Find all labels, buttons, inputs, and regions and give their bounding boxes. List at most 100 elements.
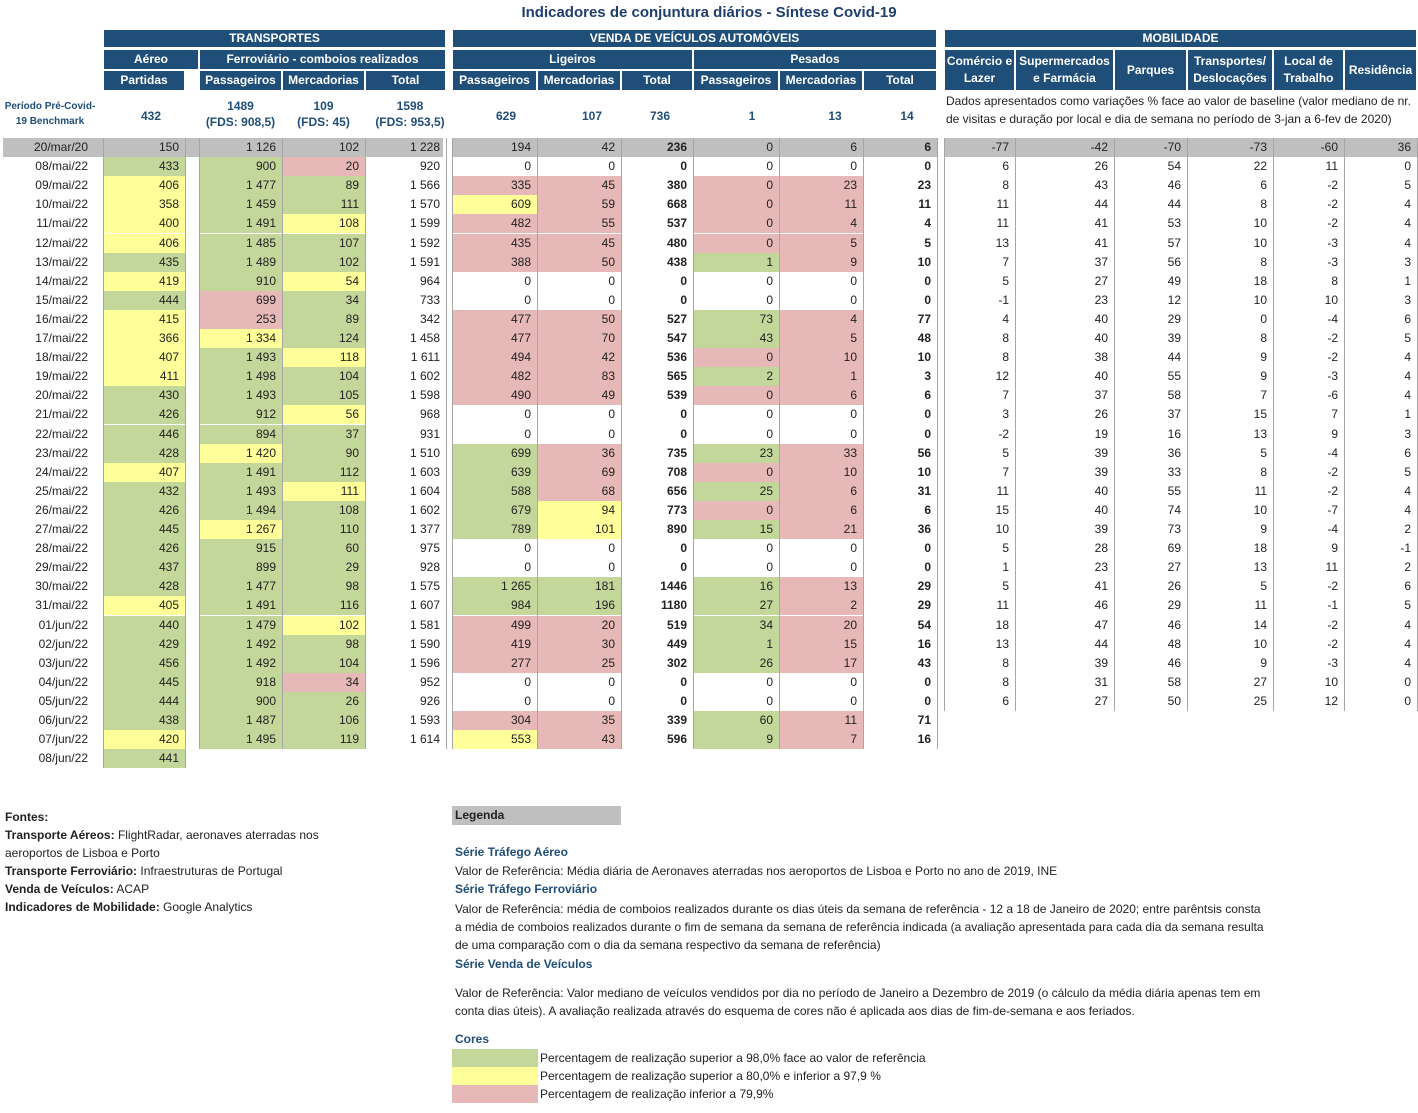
table-cell: 4 (924, 216, 931, 230)
table-cell: 699 (452, 444, 537, 463)
table-cell: 975 (419, 541, 440, 555)
legend-pink-text: Percentagem de realização inferior a 79,… (540, 1087, 774, 1101)
column-separator (1015, 138, 1016, 711)
col-parques: Parques (1114, 49, 1187, 91)
table-cell: 7 (1002, 255, 1009, 269)
table-cell: 9 (693, 730, 779, 749)
table-cell: 39 (1167, 331, 1181, 345)
table-cell: -3 (1327, 656, 1338, 670)
table-cell: 1 485 (199, 234, 282, 253)
table-cell: 10 (779, 348, 863, 367)
table-cell: 0 (924, 694, 931, 708)
column-separator (693, 138, 694, 749)
table-cell: 428 (103, 577, 185, 596)
table-cell: 0 (680, 541, 687, 555)
row-date: 02/jun/22 (38, 637, 88, 651)
subgroup-aereo: Aéreo (103, 49, 199, 70)
table-cell: 0 (680, 427, 687, 441)
table-cell: 73 (1167, 522, 1181, 536)
row-date: 23/mai/22 (35, 446, 88, 460)
table-cell: 0 (693, 234, 779, 253)
table-cell: 477 (452, 329, 537, 348)
sources-heading: Fontes: (5, 810, 49, 824)
table-cell: 50 (537, 253, 621, 272)
table-cell: 10 (1324, 293, 1338, 307)
table-cell: 40 (1094, 312, 1108, 326)
row-date: 14/mai/22 (35, 274, 88, 288)
table-cell: 2 (693, 367, 779, 386)
table-cell: 0 (608, 675, 615, 689)
row-date: 13/mai/22 (35, 255, 88, 269)
table-cell: 445 (103, 673, 185, 692)
column-separator (103, 138, 104, 768)
table-cell: 6 (1404, 446, 1411, 460)
table-cell: 26 (1094, 407, 1108, 421)
table-cell: 5 (779, 329, 863, 348)
row-date: 26/mai/22 (35, 503, 88, 517)
table-cell: 4 (1404, 236, 1411, 250)
table-cell: 11 (1254, 484, 1267, 498)
table-cell: 83 (537, 367, 621, 386)
source-aereo: Transporte Aéreos: FlightRadar, aeronave… (5, 828, 319, 860)
table-cell: 445 (103, 520, 185, 539)
table-cell: 13 (995, 637, 1009, 651)
table-cell: 89 (282, 176, 365, 195)
table-cell: 26 (1094, 159, 1108, 173)
table-cell: 25 (1253, 694, 1267, 708)
table-cell: 536 (666, 350, 687, 364)
legend-cores-title: Cores (455, 1032, 490, 1046)
reference-cell: 1 126 (245, 140, 276, 154)
table-cell: 968 (419, 407, 440, 421)
table-cell: 1 491 (199, 463, 282, 482)
table-cell: 3 (1404, 427, 1411, 441)
row-date: 08/jun/22 (38, 751, 88, 765)
table-cell: 890 (666, 522, 687, 536)
table-cell: 435 (103, 253, 185, 272)
table-cell: 68 (537, 482, 621, 501)
table-cell: 0 (693, 214, 779, 233)
row-date: 29/mai/22 (35, 560, 88, 574)
table-cell: 910 (199, 272, 282, 291)
table-cell: 25 (693, 482, 779, 501)
table-cell: 432 (103, 482, 185, 501)
table-cell: 0 (1404, 694, 1411, 708)
table-cell: 13 (1253, 427, 1267, 441)
table-cell: 31 (1094, 675, 1108, 689)
column-separator (452, 138, 453, 749)
table-cell: 5 (1404, 178, 1411, 192)
col-partidas: Partidas (103, 70, 185, 91)
table-cell: 40 (1094, 503, 1108, 517)
table-cell: 0 (850, 427, 857, 441)
table-cell: 20 (282, 157, 365, 176)
row-date: 01/jun/22 (38, 618, 88, 632)
table-cell: 1 265 (452, 577, 537, 596)
table-cell: 5 (924, 236, 931, 250)
legend-yellow-text: Percentagem de realização superior a 80,… (540, 1069, 881, 1083)
table-cell: 918 (199, 673, 282, 692)
benchmark-lig-passageiros: 629 (495, 109, 517, 123)
table-cell: -3 (1327, 369, 1338, 383)
reference-row-bg (452, 138, 937, 157)
table-cell: 639 (452, 463, 537, 482)
table-cell: 964 (419, 274, 440, 288)
table-cell: 0 (693, 348, 779, 367)
table-cell: 4 (1404, 216, 1411, 230)
table-cell: 420 (103, 730, 185, 749)
table-cell: 27 (1167, 560, 1181, 574)
table-cell: 35 (537, 711, 621, 730)
table-cell: 0 (524, 293, 531, 307)
table-cell: 0 (766, 274, 773, 288)
table-cell: 47 (1094, 618, 1108, 632)
table-cell: 8 (1002, 350, 1009, 364)
row-date: 20/mai/22 (35, 388, 88, 402)
table-cell: 13 (779, 577, 863, 596)
table-cell: 46 (1167, 178, 1181, 192)
table-cell: 1 614 (409, 732, 440, 746)
table-cell: 0 (924, 159, 931, 173)
table-cell: 12 (995, 369, 1009, 383)
table-cell: 16 (693, 577, 779, 596)
column-separator (282, 138, 283, 749)
row-date: 10/mai/22 (35, 197, 88, 211)
table-cell: 8 (1002, 675, 1009, 689)
table-cell: 339 (666, 713, 687, 727)
